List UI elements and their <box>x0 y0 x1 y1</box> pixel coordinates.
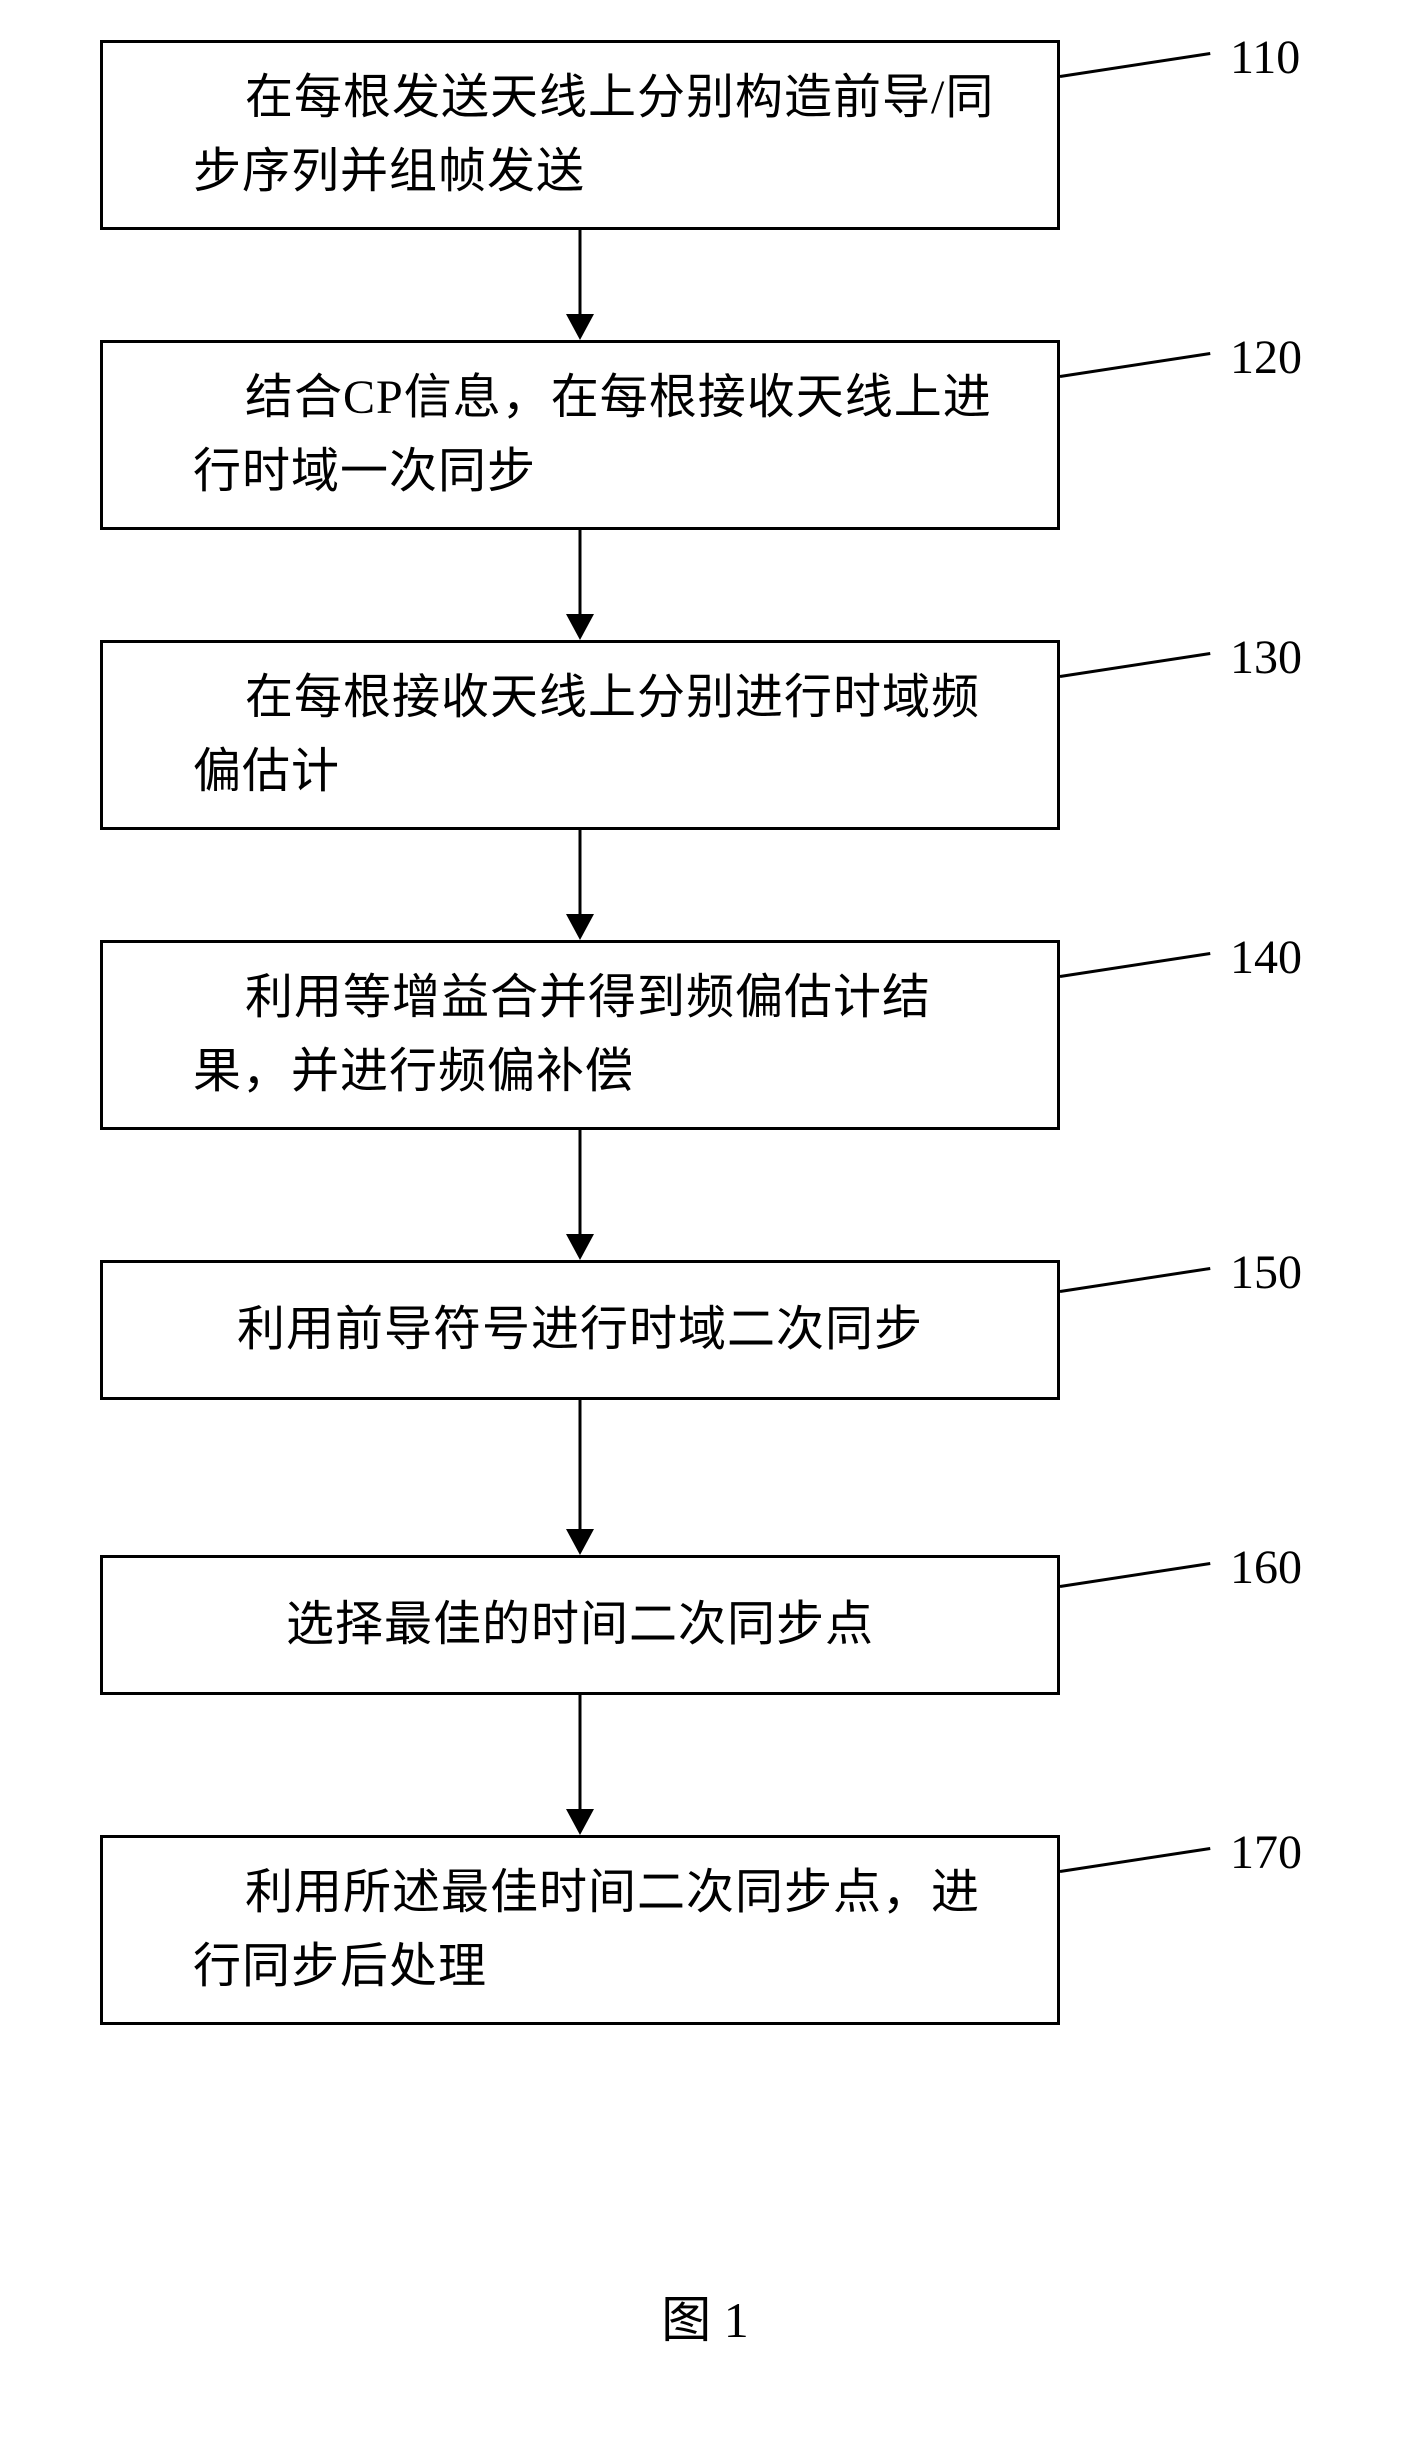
flow-step-110: 在每根发送天线上分别构造前导/同步序列并组帧发送 <box>100 40 1060 230</box>
step-label: 110 <box>1230 30 1300 85</box>
leader-line <box>1060 652 1210 678</box>
flow-step-text: 在每根接收天线上分别进行时域频 <box>193 661 1027 735</box>
leader-line <box>1060 52 1210 78</box>
flow-step-text: 行同步后处理 <box>193 1930 1027 2004</box>
step-label: 140 <box>1230 930 1302 985</box>
step-label: 120 <box>1230 330 1302 385</box>
flow-step-text: 在每根发送天线上分别构造前导/同 <box>193 61 1027 135</box>
flow-step-170: 利用所述最佳时间二次同步点，进行同步后处理 <box>100 1835 1060 2025</box>
step-label: 150 <box>1230 1245 1302 1300</box>
arrow-line <box>579 1130 582 1234</box>
flow-step-text: 利用前导符号进行时域二次同步 <box>237 1293 923 1367</box>
flow-step-160: 选择最佳的时间二次同步点 <box>100 1555 1060 1695</box>
arrow-head-icon <box>566 1809 594 1835</box>
flowchart-canvas: 在每根发送天线上分别构造前导/同步序列并组帧发送 110 结合CP信息，在每根接收… <box>0 0 1410 2453</box>
figure-caption: 图 1 <box>0 2280 1410 2352</box>
arrow-head-icon <box>566 614 594 640</box>
leader-line <box>1060 352 1210 378</box>
flow-step-text: 利用等增益合并得到频偏估计结 <box>193 961 1027 1035</box>
step-label: 170 <box>1230 1825 1302 1880</box>
arrow-head-icon <box>566 1529 594 1555</box>
flow-step-130: 在每根接收天线上分别进行时域频偏估计 <box>100 640 1060 830</box>
flow-step-text: 结合CP信息，在每根接收天线上进 <box>193 361 1027 435</box>
flow-step-text: 果，并进行频偏补偿 <box>193 1035 1027 1109</box>
leader-line <box>1060 1847 1210 1873</box>
leader-line <box>1060 1267 1210 1293</box>
flow-step-text: 偏估计 <box>193 735 1027 809</box>
flow-step-150: 利用前导符号进行时域二次同步 <box>100 1260 1060 1400</box>
flow-step-140: 利用等增益合并得到频偏估计结果，并进行频偏补偿 <box>100 940 1060 1130</box>
flow-step-text: 行时域一次同步 <box>193 435 1027 509</box>
arrow-head-icon <box>566 1234 594 1260</box>
step-label: 160 <box>1230 1540 1302 1595</box>
flow-step-text: 选择最佳的时间二次同步点 <box>286 1588 874 1662</box>
flow-step-text: 利用所述最佳时间二次同步点，进 <box>193 1856 1027 1930</box>
step-label: 130 <box>1230 630 1302 685</box>
arrow-line <box>579 1400 582 1529</box>
leader-line <box>1060 952 1210 978</box>
flow-step-text: 步序列并组帧发送 <box>193 135 1027 209</box>
arrow-head-icon <box>566 314 594 340</box>
arrow-line <box>579 1695 582 1809</box>
arrow-line <box>579 530 582 614</box>
arrow-line <box>579 230 582 314</box>
arrow-line <box>579 830 582 914</box>
flow-step-120: 结合CP信息，在每根接收天线上进行时域一次同步 <box>100 340 1060 530</box>
leader-line <box>1060 1562 1210 1588</box>
arrow-head-icon <box>566 914 594 940</box>
